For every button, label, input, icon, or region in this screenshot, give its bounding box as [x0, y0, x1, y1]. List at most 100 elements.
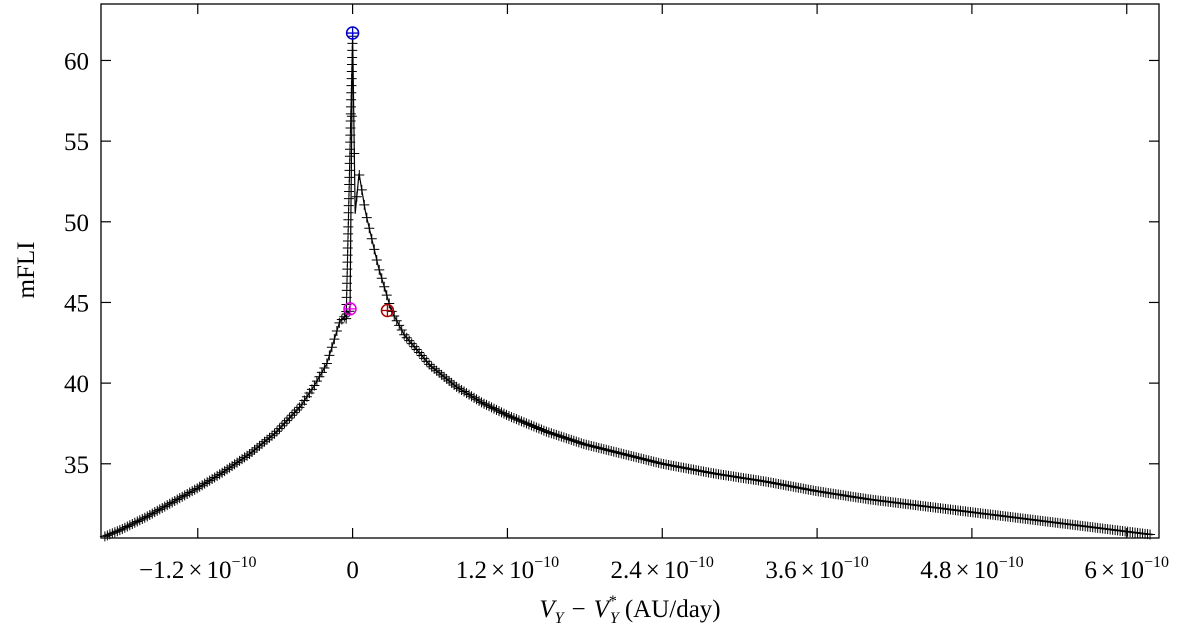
data-point [439, 371, 450, 382]
data-point [523, 419, 534, 430]
data-point [379, 281, 390, 292]
data-point [536, 424, 547, 435]
data-point [571, 436, 582, 447]
data-point [179, 490, 190, 501]
data-point [162, 500, 173, 511]
data-point [147, 508, 158, 519]
data-point [249, 444, 260, 455]
data-point [434, 367, 445, 378]
data-point [114, 525, 125, 536]
data-point [117, 523, 128, 534]
data-point [506, 412, 517, 423]
data-point [508, 413, 519, 424]
data-point [593, 442, 604, 453]
data-point [1145, 529, 1156, 540]
data-point [271, 426, 282, 437]
data-point [596, 443, 607, 454]
data-point [329, 334, 340, 345]
data-point [641, 454, 652, 465]
data-point [109, 527, 120, 538]
data-point [513, 415, 524, 426]
data-point [481, 399, 492, 410]
data-point [267, 430, 277, 441]
data-point [244, 448, 255, 459]
data-point [621, 449, 632, 460]
data-point [187, 486, 198, 497]
data-point [182, 488, 193, 499]
data-point [548, 429, 559, 440]
data-point [643, 455, 654, 466]
data-point [581, 439, 592, 450]
data-point [177, 491, 188, 502]
data-point [247, 446, 258, 457]
data-point [326, 342, 337, 353]
data-point [543, 427, 554, 438]
data-point [351, 191, 362, 202]
data-point [493, 406, 504, 417]
data-point [631, 452, 642, 463]
y-tick-label: 40 [64, 371, 89, 398]
data-point [511, 414, 522, 425]
data-point [538, 425, 549, 436]
data-point [436, 369, 447, 380]
data-point [623, 450, 634, 461]
data-point [374, 264, 385, 275]
data-point [656, 458, 667, 469]
data-point [137, 513, 148, 524]
data-point [636, 453, 647, 464]
data-point [441, 373, 452, 384]
x-tick-label: 4.8 × 10−10 [920, 554, 1023, 584]
data-point [149, 507, 160, 518]
data-point [384, 298, 395, 309]
data-point [291, 405, 302, 416]
data-point [152, 505, 163, 516]
data-point [603, 445, 614, 456]
data-point [306, 384, 317, 395]
x-tick-label: 2.4 × 10−10 [611, 554, 714, 584]
data-point [479, 398, 490, 409]
data-point [276, 420, 287, 431]
data-point [526, 420, 537, 431]
data-point [286, 410, 297, 421]
data-point [653, 457, 664, 468]
data-point [376, 273, 387, 284]
data-point [314, 371, 325, 382]
data-point [129, 517, 140, 528]
highlight-point-cross [381, 304, 394, 317]
data-point [331, 326, 342, 337]
data-point [122, 521, 133, 532]
data-point [324, 350, 335, 361]
data-point [284, 412, 295, 423]
y-axis-label: mFLI [13, 242, 40, 299]
data-point [279, 418, 290, 429]
data-point [618, 449, 629, 460]
data-point [628, 451, 639, 462]
data-point [396, 325, 407, 336]
highlight-point-cross [346, 27, 359, 40]
data-point [516, 416, 527, 427]
data-point [107, 528, 118, 539]
data-point [336, 314, 347, 325]
data-point [578, 439, 589, 450]
data-point [474, 395, 485, 406]
data-point [591, 442, 602, 453]
data-point [576, 438, 587, 449]
data-point [157, 502, 168, 513]
data-point [613, 447, 624, 458]
data-point [174, 493, 185, 504]
data-point [546, 428, 557, 439]
data-point [254, 440, 265, 451]
x-tick-label: 3.6 × 10−10 [765, 554, 868, 584]
data-point [319, 362, 330, 373]
data-point [346, 111, 357, 122]
data-point [164, 498, 175, 509]
data-point [606, 446, 617, 457]
data-point [119, 522, 130, 533]
y-axis-ticks: 35 40 45 50 55 60 [64, 48, 1159, 479]
data-point [566, 434, 577, 445]
data-point [563, 434, 574, 445]
data-point [503, 411, 514, 422]
data-point [316, 367, 327, 378]
data-point [638, 454, 649, 465]
